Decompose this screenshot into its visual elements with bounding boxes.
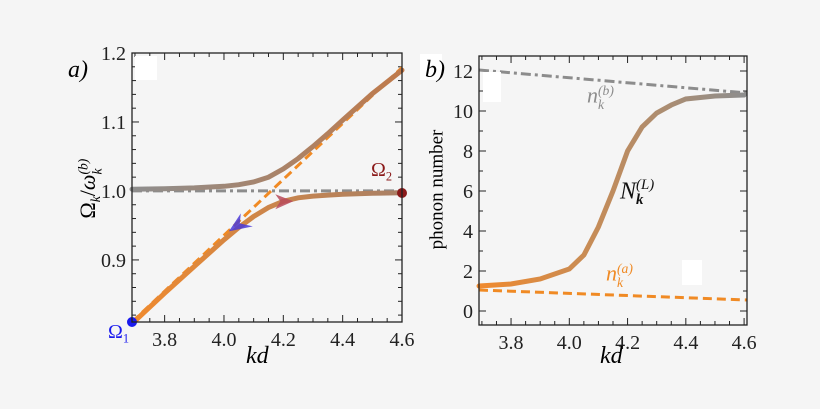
y-tick-label: 1.0 xyxy=(101,181,126,203)
series-label-NL: N (L) k xyxy=(620,178,654,208)
white-patch xyxy=(420,54,442,80)
NL-sub: k xyxy=(636,191,644,208)
x-tick-label: 4.0 xyxy=(211,329,236,351)
x-tick-label: 3.8 xyxy=(499,332,524,354)
omega1-base: Ω xyxy=(108,321,123,343)
y-tick-label: 0 xyxy=(463,301,473,323)
NL-sup: (L) xyxy=(636,177,655,193)
series-line-3 xyxy=(129,190,405,327)
y-axis-label-a: Ωk/ω (b) k xyxy=(75,134,104,244)
omega2-label: Ω2 xyxy=(371,160,392,183)
direction-arrow-icon xyxy=(228,213,253,232)
white-patch xyxy=(135,56,157,80)
y-axis-label-b: phonon number xyxy=(426,129,448,250)
x-tick-label: 4.4 xyxy=(330,329,355,351)
y-tick-label: 8 xyxy=(463,141,473,163)
omega1-label: Ω1 xyxy=(108,322,129,345)
series-line-2 xyxy=(476,92,747,289)
series-label-nb: n (b) k xyxy=(587,84,614,111)
x-axis-label-b: kd xyxy=(600,343,623,369)
nb-base: n xyxy=(587,82,598,108)
y-label-denom-sub: k xyxy=(89,168,104,175)
y-tick-label: 6 xyxy=(463,181,473,203)
y-label-main-sub: k xyxy=(87,196,103,203)
nb-sup: (b) xyxy=(598,83,614,98)
y-label-main: Ω xyxy=(75,202,101,219)
y-label-denom: ω xyxy=(75,174,101,191)
x-tick-label: 4.6 xyxy=(390,329,415,351)
y-tick-label: 1.2 xyxy=(101,43,126,65)
series-label-na: n (a) k xyxy=(606,262,633,289)
y-label-denom-sup: (b) xyxy=(75,158,91,175)
x-tick-label: 3.8 xyxy=(152,329,177,351)
series-line-2 xyxy=(129,67,405,192)
nb-sub: k xyxy=(598,96,605,112)
white-patch xyxy=(483,72,501,102)
plot-frame xyxy=(478,55,748,326)
white-patch xyxy=(682,260,702,285)
x-tick-label: 4.2 xyxy=(271,329,296,351)
panel-label-b: b) xyxy=(425,57,445,83)
y-tick-label: 0.9 xyxy=(101,250,126,272)
direction-arrow-icon xyxy=(275,194,294,210)
x-tick-label: 4.0 xyxy=(557,332,582,354)
na-sup: (a) xyxy=(617,261,633,276)
y-tick-label: 4 xyxy=(463,221,473,243)
x-axis-label-a: kd xyxy=(246,343,269,369)
y-label-slash: / xyxy=(75,190,101,197)
omega2-base: Ω xyxy=(371,159,386,181)
series-line-0 xyxy=(478,68,748,95)
NL-base: N xyxy=(620,178,637,205)
y-tick-label: 2 xyxy=(463,261,473,283)
plot-frame xyxy=(131,52,403,323)
chart-a: 3.8 4.0 4.2 4.4 4.6 0.9 1.0 1.1 1.2 xyxy=(101,43,415,351)
series-line-1 xyxy=(478,288,748,302)
x-tick-label: 4.4 xyxy=(673,332,698,354)
y-tick-label: 10 xyxy=(453,101,473,123)
chart-b: 3.8 4.0 4.2 4.4 4.6 0 2 4 6 8 10 12 xyxy=(453,55,757,354)
x-tick-label: 4.2 xyxy=(615,332,640,354)
y-tick-label: 1.1 xyxy=(101,112,126,134)
na-sub: k xyxy=(617,274,624,290)
na-base: n xyxy=(606,260,617,286)
omega2-sub: 2 xyxy=(385,169,393,184)
omega1-sub: 1 xyxy=(122,331,130,346)
y-tick-label: 12 xyxy=(453,61,473,83)
panel-label-a: a) xyxy=(68,57,88,83)
x-tick-label: 4.6 xyxy=(732,332,757,354)
